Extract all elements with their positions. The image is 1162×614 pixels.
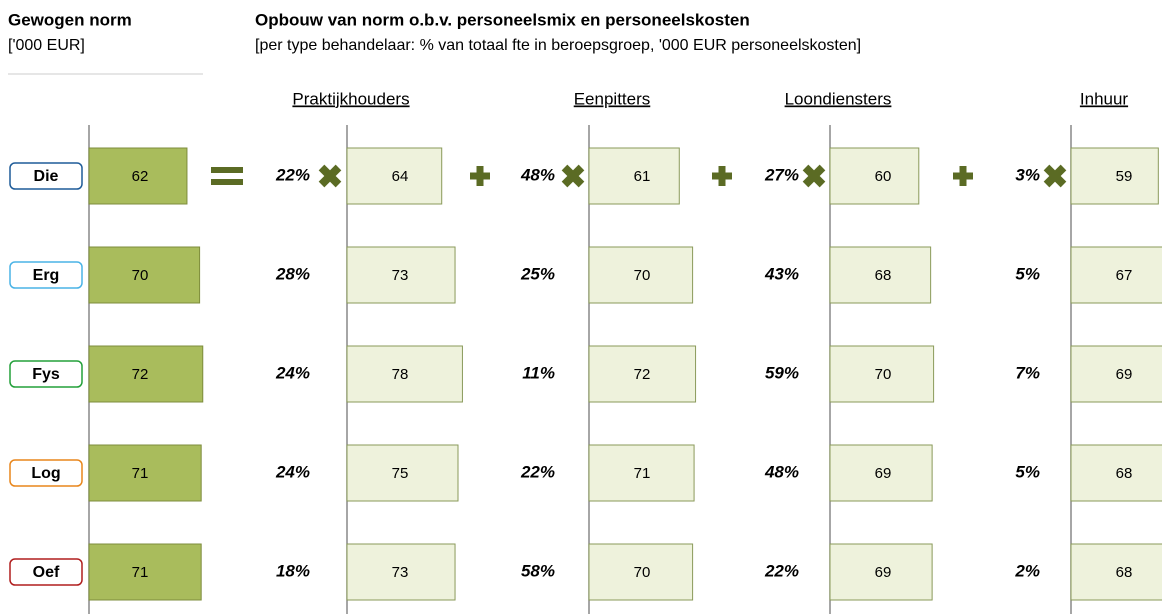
norm-bar xyxy=(88,246,201,304)
right-title: Opbouw van norm o.b.v. personeelsmix en … xyxy=(255,10,750,29)
equals-icon xyxy=(211,179,243,185)
row-label: Die xyxy=(34,168,59,185)
row-label: Log xyxy=(31,465,60,482)
cost-bar xyxy=(588,543,694,601)
right-subtitle: [per type behandelaar: % van totaal fte … xyxy=(255,37,861,54)
pct-value: 5% xyxy=(1015,462,1040,481)
cost-value: 60 xyxy=(875,168,892,185)
norm-bar xyxy=(88,543,202,601)
plus-icon xyxy=(718,166,726,186)
pct-value: 22% xyxy=(275,165,310,184)
left-subtitle: ['000 EUR] xyxy=(8,37,85,54)
equals-icon xyxy=(211,167,243,173)
pct-value: 5% xyxy=(1015,264,1040,283)
cost-value: 59 xyxy=(1116,168,1133,185)
norm-bar xyxy=(88,444,202,502)
cost-value: 64 xyxy=(392,168,409,185)
row-label-box xyxy=(9,360,83,388)
pct-value: 48% xyxy=(764,462,799,481)
cost-bar xyxy=(829,543,933,601)
cost-bar xyxy=(829,147,920,205)
cost-bar xyxy=(829,246,932,304)
cost-bar xyxy=(829,345,935,403)
times-icon xyxy=(1043,164,1067,188)
pct-value: 22% xyxy=(520,462,555,481)
times-icon xyxy=(318,164,342,188)
cost-bar xyxy=(588,444,695,502)
pct-value: 43% xyxy=(764,264,799,283)
row-label: Fys xyxy=(32,366,60,383)
plus-icon xyxy=(959,166,967,186)
cost-value: 68 xyxy=(1116,465,1133,482)
norm-value: 62 xyxy=(132,168,149,185)
cost-value: 69 xyxy=(875,465,892,482)
pct-value: 7% xyxy=(1015,363,1040,382)
cost-value: 69 xyxy=(875,564,892,581)
cost-bar xyxy=(346,246,456,304)
cost-bar xyxy=(346,345,463,403)
row-label-box xyxy=(9,261,83,289)
row-label: Oef xyxy=(33,564,60,581)
row-label-box xyxy=(9,162,83,190)
pct-value: 24% xyxy=(275,462,310,481)
pct-value: 48% xyxy=(520,165,555,184)
cost-value: 69 xyxy=(1116,366,1133,383)
cost-value: 67 xyxy=(1116,267,1133,284)
row-label: Erg xyxy=(33,267,60,284)
pct-value: 58% xyxy=(521,561,555,580)
cost-bar xyxy=(588,345,697,403)
norm-value: 72 xyxy=(132,366,149,383)
column-header: Praktijkhouders xyxy=(292,89,409,108)
pct-value: 11% xyxy=(522,363,555,382)
times-icon xyxy=(561,164,585,188)
cost-bar xyxy=(1070,345,1162,403)
pct-value: 2% xyxy=(1014,561,1040,580)
pct-value: 25% xyxy=(520,264,555,283)
row-label-box xyxy=(9,459,83,487)
pct-value: 28% xyxy=(275,264,310,283)
cost-value: 68 xyxy=(875,267,892,284)
cost-value: 75 xyxy=(392,465,409,482)
cost-value: 73 xyxy=(392,267,409,284)
cost-bar xyxy=(1070,147,1159,205)
norm-value: 71 xyxy=(132,465,149,482)
cost-bar xyxy=(588,147,680,205)
cost-bar xyxy=(829,444,933,502)
cost-bar xyxy=(1070,246,1162,304)
pct-value: 24% xyxy=(275,363,310,382)
pct-value: 3% xyxy=(1015,165,1040,184)
pct-value: 22% xyxy=(764,561,799,580)
cost-value: 68 xyxy=(1116,564,1133,581)
pct-value: 18% xyxy=(276,561,310,580)
column-header: Loondiensters xyxy=(785,89,892,108)
plus-icon xyxy=(476,166,484,186)
pct-value: 59% xyxy=(765,363,799,382)
times-icon xyxy=(802,164,826,188)
cost-bar xyxy=(346,444,459,502)
column-header: Eenpitters xyxy=(574,89,651,108)
cost-value: 70 xyxy=(875,366,892,383)
cost-bar xyxy=(346,147,443,205)
norm-bar xyxy=(88,147,188,205)
cost-value: 72 xyxy=(634,366,651,383)
cost-value: 61 xyxy=(634,168,651,185)
column-header: Inhuur xyxy=(1080,89,1129,108)
cost-bar xyxy=(1070,543,1162,601)
cost-bar xyxy=(1070,444,1162,502)
cost-value: 78 xyxy=(392,366,409,383)
pct-value: 27% xyxy=(764,165,799,184)
cost-bar xyxy=(346,543,456,601)
cost-value: 71 xyxy=(634,465,651,482)
norm-bar xyxy=(88,345,204,403)
cost-bar xyxy=(588,246,694,304)
cost-value: 73 xyxy=(392,564,409,581)
cost-value: 70 xyxy=(634,267,651,284)
row-label-box xyxy=(9,558,83,586)
norm-value: 71 xyxy=(132,564,149,581)
cost-value: 70 xyxy=(634,564,651,581)
left-title: Gewogen norm xyxy=(8,10,132,29)
norm-value: 70 xyxy=(132,267,149,284)
